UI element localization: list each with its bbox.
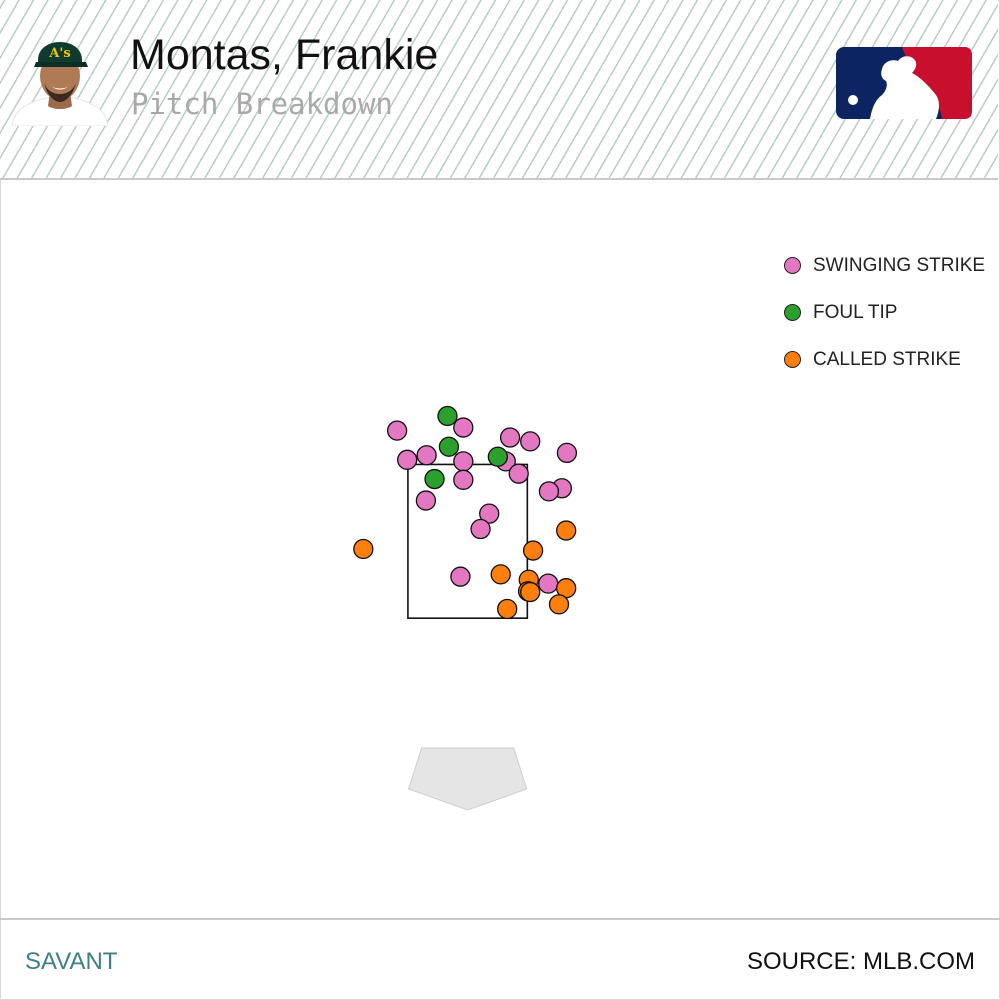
page-subtitle: Pitch Breakdown	[131, 87, 393, 121]
footer-divider	[0, 918, 1000, 920]
pitch-point-swinging-strike	[453, 469, 474, 490]
pitch-point-swinging-strike	[499, 427, 521, 448]
home-plate	[407, 747, 528, 811]
pitch-point-foul-tip	[487, 446, 508, 467]
pitch-point-swinging-strike	[538, 573, 559, 594]
pitch-point-swinging-strike	[453, 451, 474, 472]
page-title: Montas, Frankie	[130, 31, 439, 79]
legend-swatch	[784, 304, 801, 321]
pitch-point-foul-tip	[438, 436, 460, 457]
pitch-point-called-strike	[556, 520, 577, 541]
header-banner: A's Montas, Frankie Pitch Breakdown	[0, 0, 998, 180]
pitch-point-swinging-strike	[508, 463, 529, 484]
pitch-point-called-strike	[490, 564, 511, 585]
pitch-point-called-strike	[522, 540, 544, 561]
pitch-points	[353, 405, 578, 620]
pitch-point-called-strike	[497, 598, 518, 620]
pitch-point-swinging-strike	[450, 566, 471, 587]
pitch-point-swinging-strike	[479, 503, 500, 524]
pitch-point-swinging-strike	[416, 445, 437, 466]
legend-label: FOUL TIP	[813, 302, 898, 323]
pitch-point-foul-tip	[424, 468, 445, 490]
pitch-point-swinging-strike	[520, 431, 541, 452]
pitch-point-foul-tip	[437, 405, 458, 427]
pitch-point-swinging-strike	[556, 442, 578, 464]
legend-swatch	[784, 351, 801, 368]
mlb-logo-icon	[836, 47, 972, 119]
pitch-point-swinging-strike	[386, 420, 408, 441]
pitch-point-swinging-strike	[397, 449, 418, 470]
pitch-point-called-strike	[548, 594, 570, 615]
legend-label: CALLED STRIKE	[813, 349, 961, 370]
pitch-point-swinging-strike	[453, 417, 474, 438]
pitch-point-swinging-strike	[470, 518, 491, 540]
player-headshot-icon: A's	[11, 42, 109, 126]
pitch-point-swinging-strike	[538, 481, 560, 502]
svg-text:A's: A's	[48, 46, 70, 61]
pitch-point-called-strike	[353, 538, 374, 560]
pitch-point-swinging-strike	[415, 490, 437, 511]
legend-label: SWINGING STRIKE	[813, 255, 986, 276]
source-credit: SOURCE: MLB.COM	[746, 948, 975, 975]
pitch-point-called-strike	[520, 581, 541, 603]
savant-brand: SAVANT	[25, 948, 118, 975]
legend-swatch	[784, 257, 801, 274]
